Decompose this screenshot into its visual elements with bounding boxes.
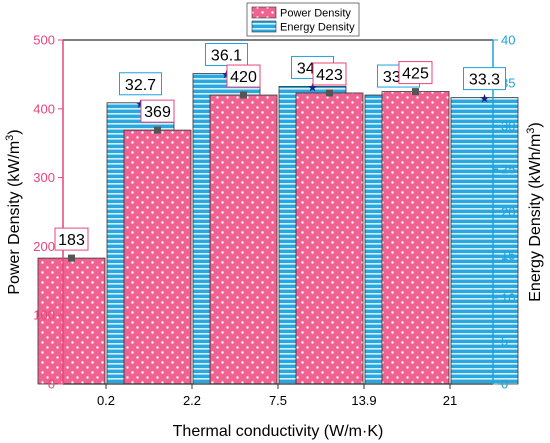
power-density-bar	[295, 92, 364, 385]
right-y-tick-label: 30	[501, 119, 515, 134]
legend-swatch	[251, 6, 277, 19]
left-y-axis-title: Power Density (kW/m3)	[4, 129, 23, 294]
power-density-label-box	[312, 62, 347, 86]
energy-density-marker: ★	[479, 92, 490, 106]
right-y-tick-label: 20	[501, 205, 515, 220]
legend-label: Power Density	[280, 8, 351, 20]
x-tick-label: 21	[443, 393, 457, 408]
right-y-tick-label: 0	[501, 377, 508, 392]
power-density-marker	[412, 88, 419, 96]
energy-density-bar	[450, 97, 519, 385]
power-density-marker	[68, 254, 75, 262]
power-density-bar	[123, 129, 192, 385]
right-y-tick-label: 40	[501, 33, 515, 48]
power-density-label: 369	[144, 104, 171, 121]
legend-swatch	[251, 20, 277, 33]
left-y-tick-label: 400	[33, 101, 55, 116]
left-y-tick-label: 200	[33, 239, 55, 254]
right-y-tick-label: 15	[501, 248, 515, 263]
x-axis-title: Thermal conductivity (W/m·K)	[173, 423, 384, 440]
power-density-label-box	[140, 99, 175, 123]
right-y-tick-label: 5	[501, 334, 508, 349]
power-density-marker	[240, 91, 247, 99]
power-density-label: 420	[230, 69, 257, 86]
power-density-marker	[154, 126, 161, 134]
x-tick-label: 13.9	[351, 393, 376, 408]
energy-density-label-box	[119, 72, 162, 96]
energy-density-marker: ★	[307, 80, 318, 94]
power-density-label: 425	[402, 66, 429, 83]
energy-density-label: 36.1	[211, 48, 242, 65]
power-density-label-box	[398, 61, 433, 85]
power-density-bar	[381, 91, 450, 385]
power-density-label: 423	[316, 67, 343, 84]
left-y-tick-label: 0	[48, 377, 55, 392]
right-y-axis-title: Energy Density (kWh/m3)	[525, 122, 544, 302]
x-tick-label: 0.2	[97, 393, 115, 408]
energy-density-label: 33.3	[469, 72, 500, 89]
left-y-tick-label: 100	[33, 308, 55, 323]
legend-label: Energy Density	[280, 22, 355, 34]
power-density-label-box	[226, 64, 261, 88]
left-y-tick-label: 500	[33, 33, 55, 48]
energy-density-label-box	[463, 67, 506, 91]
power-density-marker	[326, 89, 333, 97]
power-density-bar	[37, 257, 106, 385]
legend: Power Density Energy Density	[246, 2, 360, 37]
power-density-label-box	[54, 227, 89, 251]
left-y-tick-label: 300	[33, 170, 55, 185]
x-tick-label: 7.5	[269, 393, 287, 408]
power-density-bar	[209, 94, 278, 385]
energy-density-label: 32.7	[125, 77, 156, 94]
x-tick-label: 2.2	[183, 393, 201, 408]
right-y-tick-label: 10	[501, 291, 515, 306]
right-y-tick-label: 25	[501, 162, 515, 177]
power-density-label: 183	[58, 232, 85, 249]
